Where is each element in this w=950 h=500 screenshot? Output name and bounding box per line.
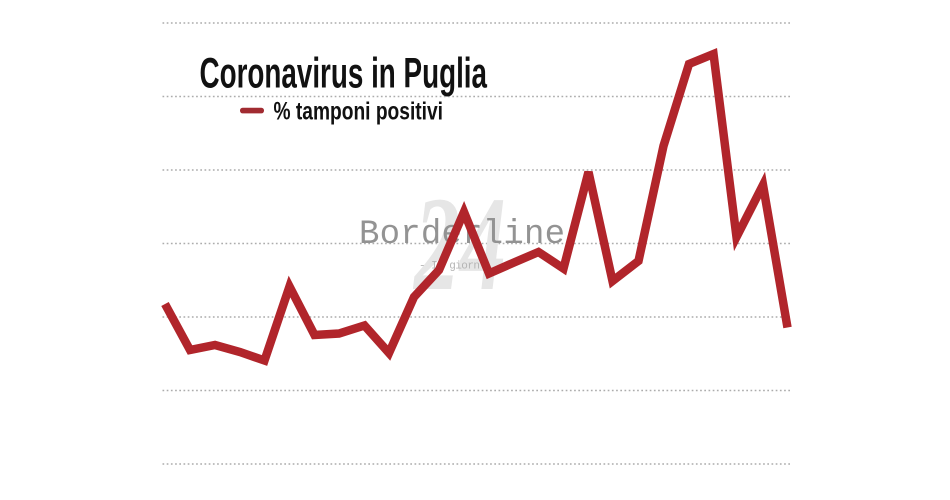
svg-text:- Il giorn: - Il giorn: [419, 261, 480, 273]
svg-text:Coronavirus in Puglia: Coronavirus in Puglia: [200, 50, 488, 97]
svg-text:24: 24: [413, 170, 506, 319]
svg-text:% tamponi positivi: % tamponi positivi: [274, 98, 444, 126]
